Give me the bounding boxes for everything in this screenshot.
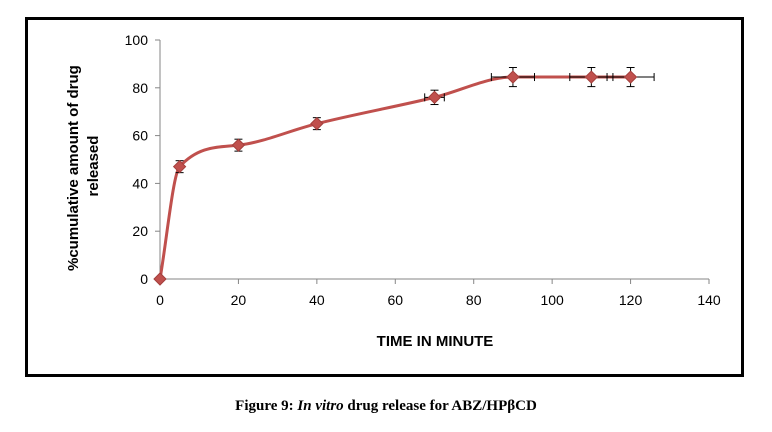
data-point-marker [153,272,167,286]
data-markers [153,70,638,286]
x-tick-label: 60 [387,292,403,308]
y-tick-label: 60 [132,128,148,144]
figure-caption: Figure 9: In vitro drug release for ABZ/… [0,398,772,415]
data-point-marker [231,138,246,152]
x-tick-label: 140 [697,292,721,308]
y-axis-ticks: 0 20 40 60 80 100 [125,32,160,287]
caption-suffix: drug release for ABZ/HPβCD [343,398,537,414]
y-tick-label: 0 [140,271,148,287]
y-tick-label: 100 [125,32,149,48]
data-point-marker [623,70,638,84]
data-point-marker [427,90,442,105]
x-tick-label: 100 [540,292,564,308]
y-axis-label: %cumulative amount of drug released [65,61,102,271]
caption-italic: In vitro [297,398,344,414]
axis-lines [159,40,709,280]
data-point-marker [584,70,599,84]
data-point-marker [310,116,324,131]
x-axis-label: TIME IN MINUTE [377,333,494,350]
data-point-marker [506,70,520,84]
x-axis-ticks: 0 20 40 60 80 100 120 140 [156,279,721,308]
caption-prefix: Figure 9: [235,398,298,414]
x-tick-label: 20 [231,292,247,308]
y-tick-label: 40 [132,175,148,191]
y-tick-label: 20 [132,223,148,239]
data-point-marker [172,159,187,174]
series-line [158,75,631,280]
x-tick-label: 120 [619,292,643,308]
y-axis-label-line-2: released [85,136,102,197]
error-bars [175,66,655,174]
y-axis-label-line-1: %cumulative amount of drug [65,65,82,271]
x-tick-label: 40 [309,292,325,308]
x-tick-label: 0 [156,292,164,308]
y-tick-label: 80 [132,80,148,96]
x-tick-label: 80 [466,292,482,308]
